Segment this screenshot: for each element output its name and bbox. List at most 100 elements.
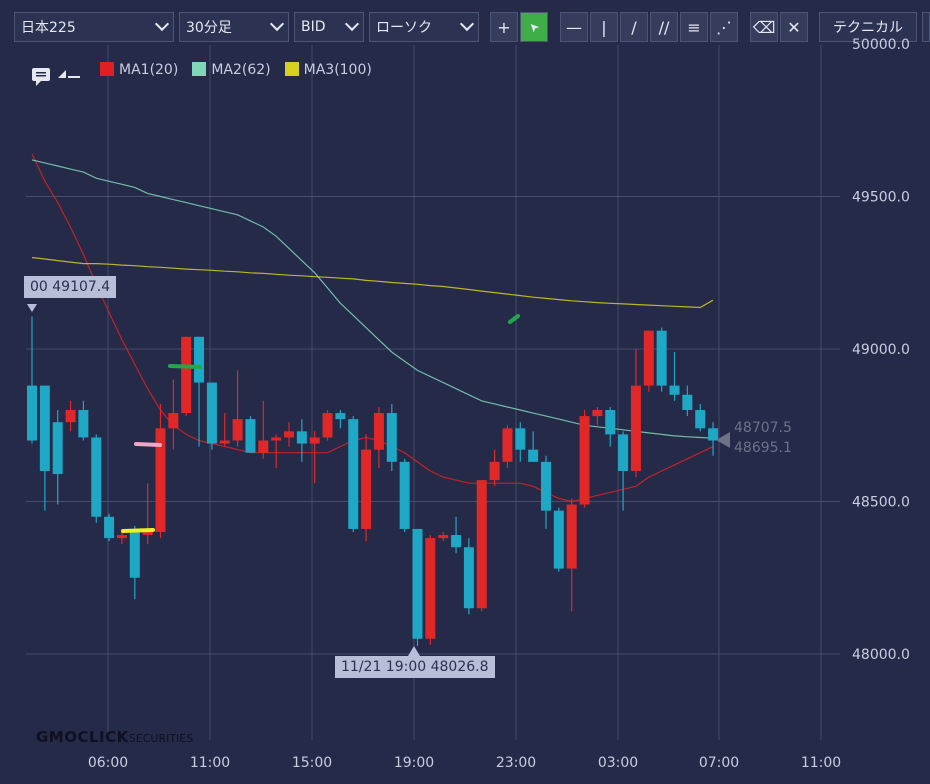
ma3-line (31, 256, 714, 309)
logo-sub: SECURITIES (128, 732, 194, 745)
candle-body (399, 461, 410, 529)
eraser-button[interactable]: ⌫ (750, 12, 778, 42)
x-tick-label: 07:00 (699, 755, 739, 771)
vertical-line-icon: | (601, 17, 607, 37)
erase-all-icon: ✕ (787, 17, 801, 37)
trend-line-button[interactable]: / (620, 12, 648, 42)
gmo-click-logo: GMOCLICKSECURITIES (36, 728, 193, 746)
candle-body (168, 413, 179, 429)
parallel-lines-button[interactable]: // (650, 12, 678, 42)
ma2-line (31, 159, 714, 439)
pointer-button[interactable]: ➤ (520, 12, 548, 42)
logo-brand: GMOCLICK (36, 728, 129, 746)
candle-body (91, 437, 102, 517)
legend-label: MA3(100) (303, 62, 372, 78)
candle-body (39, 385, 50, 471)
technical-button-label: テクニカル (833, 20, 903, 36)
legend-label: MA1(20) (119, 62, 179, 78)
candle-body (271, 437, 282, 441)
low-pointer (408, 646, 420, 656)
candle-body (708, 428, 719, 441)
legend-item-ma3[interactable]: MA3(100) (284, 62, 372, 78)
candle-body (502, 428, 513, 462)
timeframe-select[interactable]: 30分足 (179, 12, 289, 42)
high-pointer (27, 304, 37, 312)
crosshair-button[interactable]: + (490, 12, 518, 42)
symbol-select[interactable]: 日本225 (14, 12, 174, 42)
trend-line-icon: / (631, 17, 637, 37)
candle-body (27, 385, 37, 441)
legend-swatch (192, 62, 207, 76)
candle-body (52, 422, 63, 475)
candle-body (515, 428, 526, 450)
candle-body (605, 410, 616, 435)
candle-body (528, 449, 539, 462)
drawing-visibility-icon[interactable] (56, 64, 82, 88)
candle-body (669, 385, 680, 395)
technical-button[interactable]: テクニカル (819, 12, 917, 42)
x-tick-label: 03:00 (598, 755, 638, 771)
axis-ticks: 50000.0 49500.0 49000.0 48500.0 48000.0 06:00… (88, 37, 910, 771)
candle-body (451, 535, 462, 548)
candle-body (65, 410, 76, 423)
legend: MA1(20) MA2(62) MA3(100) (100, 62, 372, 78)
symbol-select-value: 日本225 (21, 20, 76, 36)
y-tick-label: 49000.0 (852, 342, 910, 358)
x-tick-label: 06:00 (88, 755, 128, 771)
candle-body (579, 416, 590, 505)
fibonacci-retracement-button[interactable]: ≡ (680, 12, 708, 42)
candle-body (541, 461, 551, 511)
erase-all-button[interactable]: ✕ (780, 12, 808, 42)
timeframe-select-value: 30分足 (186, 20, 232, 36)
x-tick-label: 23:00 (496, 755, 536, 771)
chart-style-select[interactable]: ローソク (369, 12, 479, 42)
candle-body (142, 532, 153, 536)
candle-body (592, 410, 603, 417)
candle-body (78, 410, 89, 438)
candle-body (566, 504, 577, 569)
drawings: 48707.5 48695.1 (27, 304, 792, 656)
horizontal-line-icon: — (566, 17, 582, 37)
candle-body (206, 382, 217, 444)
candle-body (489, 461, 500, 481)
candle-body (348, 419, 359, 529)
crosshair-icon: + (497, 17, 511, 37)
candle-body (258, 440, 269, 453)
x-tick-label: 15:00 (292, 755, 332, 771)
drawing-line (134, 442, 162, 447)
candle-body (116, 535, 127, 539)
candle-body (656, 330, 667, 386)
candle-body (104, 516, 115, 539)
legend-swatch (100, 62, 114, 76)
fibonacci-retracement-icon: ≡ (687, 17, 701, 37)
y-tick-label: 48500.0 (852, 495, 910, 511)
candle-body (618, 434, 629, 471)
x-tick-label: 11:00 (801, 755, 841, 771)
candle-body (412, 528, 423, 639)
comment-icon[interactable] (30, 64, 52, 90)
last-price-pointer (716, 432, 730, 448)
x-tick-label: 19:00 (394, 755, 434, 771)
x-tick-label: 11:00 (190, 755, 230, 771)
horizontal-line-button[interactable]: — (560, 12, 588, 42)
ma1-line (31, 153, 714, 503)
chart-style-select-value: ローソク (376, 20, 432, 36)
candle-body (284, 431, 294, 438)
price-type-select[interactable]: BID (294, 12, 364, 42)
candle-body (630, 385, 641, 471)
legend-item-ma2[interactable]: MA2(62) (192, 62, 271, 78)
legend-item-ma1[interactable]: MA1(20) (100, 62, 178, 78)
candle-body (181, 336, 192, 414)
candle-body (682, 394, 693, 410)
candle-body (386, 413, 397, 462)
drawing-line (121, 528, 155, 533)
fibonacci-fan-button[interactable]: ⋰ (710, 12, 738, 42)
candle-body (219, 440, 230, 444)
candle-body (194, 336, 205, 383)
vertical-line-button[interactable]: | (590, 12, 618, 42)
candles (27, 316, 719, 647)
candle-body (296, 431, 307, 444)
candle-body (476, 480, 487, 609)
